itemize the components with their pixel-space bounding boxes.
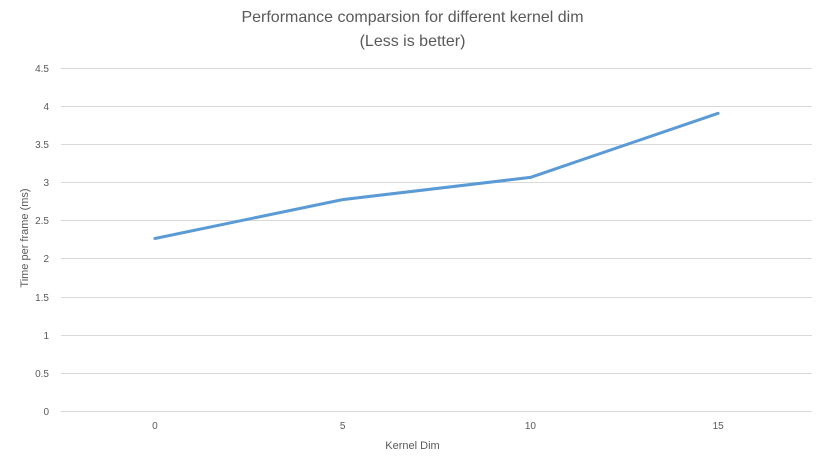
y-tick-labels: 0 0.5 1 1.5 2 2.5 3 3.5 4 4.5	[35, 64, 49, 418]
y-tick-label: 4	[43, 102, 49, 113]
y-tick-label: 2.5	[35, 216, 49, 227]
y-tick-label: 2	[43, 254, 49, 265]
x-axis-label: Kernel Dim	[385, 440, 440, 452]
y-tick-label: 1.5	[35, 293, 49, 304]
y-tick-label: 3.5	[35, 140, 49, 151]
series-line	[153, 111, 720, 240]
y-tick-label: 0	[43, 407, 49, 418]
y-tick-label: 3	[43, 178, 49, 189]
gridlines	[61, 68, 812, 412]
chart-title: Performance comparsion for different ker…	[241, 9, 584, 26]
y-tick-label: 1	[43, 331, 49, 342]
x-tick-labels: 0 5 10 15	[152, 421, 724, 432]
x-tick-label: 10	[525, 421, 537, 432]
y-axis-label: Time per frame (ms)	[19, 188, 31, 288]
x-tick-label: 0	[152, 421, 158, 432]
y-tick-label: 4.5	[35, 64, 49, 75]
y-tick-label: 0.5	[35, 369, 49, 380]
series-lines	[153, 111, 720, 240]
x-tick-label: 15	[713, 421, 725, 432]
chart-subtitle: (Less is better)	[359, 33, 466, 50]
x-tick-label: 5	[340, 421, 346, 432]
